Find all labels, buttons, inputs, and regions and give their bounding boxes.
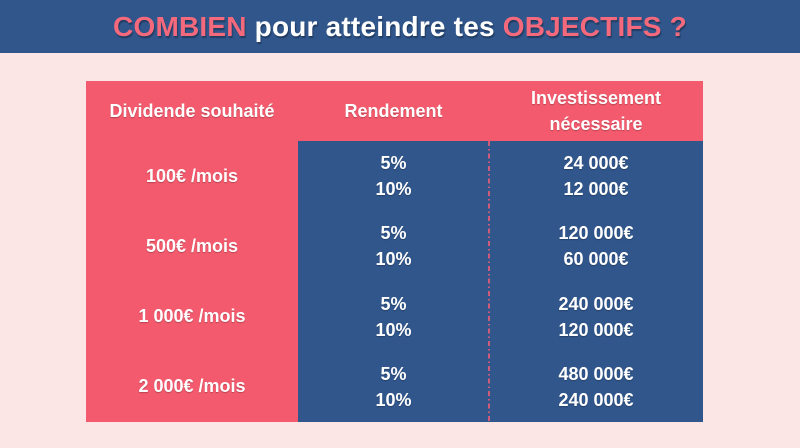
- investment-cell: 24 000€ 12 000€: [489, 141, 703, 211]
- title-word-objectifs: OBJECTIFS ?: [502, 10, 687, 42]
- yield-cell: 5% 10%: [298, 282, 489, 352]
- investment-table: Dividende souhaité Rendement Investissem…: [86, 81, 703, 422]
- dividend-column: 100€ /mois 500€ /mois 1 000€ /mois 2 000…: [86, 141, 298, 422]
- table-body: 100€ /mois 500€ /mois 1 000€ /mois 2 000…: [86, 141, 703, 422]
- yield-cell: 5% 10%: [298, 211, 489, 281]
- header-investissement-necessaire: Investissement nécessaire: [530, 87, 662, 134]
- table-row: 5% 10% 240 000€ 120 000€: [298, 282, 703, 352]
- yield-value: 5%: [380, 363, 407, 384]
- yield-value: 10%: [375, 389, 412, 410]
- dividend-label-100: 100€ /mois: [145, 165, 239, 186]
- investment-value: 480 000€: [558, 363, 634, 384]
- investment-value: 60 000€: [563, 249, 629, 270]
- table-row: 5% 10% 24 000€ 12 000€: [298, 141, 703, 211]
- table-header-row: Dividende souhaité Rendement Investissem…: [86, 81, 703, 141]
- table-row: 5% 10% 480 000€ 240 000€: [298, 352, 703, 422]
- dashed-divider-line: [488, 141, 490, 422]
- investment-value: 240 000€: [558, 389, 634, 410]
- dividend-label-1000: 1 000€ /mois: [138, 306, 246, 327]
- yield-value: 10%: [375, 179, 412, 200]
- title-bar: COMBIEN pour atteindre tes OBJECTIFS ?: [0, 0, 800, 53]
- header-rendement: Rendement: [344, 100, 443, 121]
- yield-cell: 5% 10%: [298, 141, 489, 211]
- investment-value: 240 000€: [558, 293, 634, 314]
- dividend-label-500: 500€ /mois: [145, 235, 239, 256]
- investment-value: 120 000€: [558, 223, 634, 244]
- yield-value: 10%: [375, 319, 412, 340]
- investment-value: 24 000€: [563, 153, 629, 174]
- investment-cell: 480 000€ 240 000€: [489, 352, 703, 422]
- yield-value: 5%: [380, 153, 407, 174]
- yield-value: 5%: [380, 293, 407, 314]
- table-row: 5% 10% 120 000€ 60 000€: [298, 211, 703, 281]
- investment-cell: 120 000€ 60 000€: [489, 211, 703, 281]
- investment-value: 12 000€: [563, 179, 629, 200]
- investment-cell: 240 000€ 120 000€: [489, 282, 703, 352]
- title-word-combien: COMBIEN: [113, 10, 247, 42]
- page-title: COMBIEN pour atteindre tes OBJECTIFS ?: [113, 11, 687, 43]
- title-middle-text: pour atteindre tes: [246, 10, 503, 42]
- investment-value: 120 000€: [558, 319, 634, 340]
- dividend-label-2000: 2 000€ /mois: [138, 376, 246, 397]
- yield-cell: 5% 10%: [298, 352, 489, 422]
- yield-value: 5%: [380, 223, 407, 244]
- header-dividende-souhaite: Dividende souhaité: [109, 100, 275, 121]
- yield-value: 10%: [375, 249, 412, 270]
- values-area: 5% 10% 24 000€ 12 000€ 5% 10% 120 000€: [298, 141, 703, 422]
